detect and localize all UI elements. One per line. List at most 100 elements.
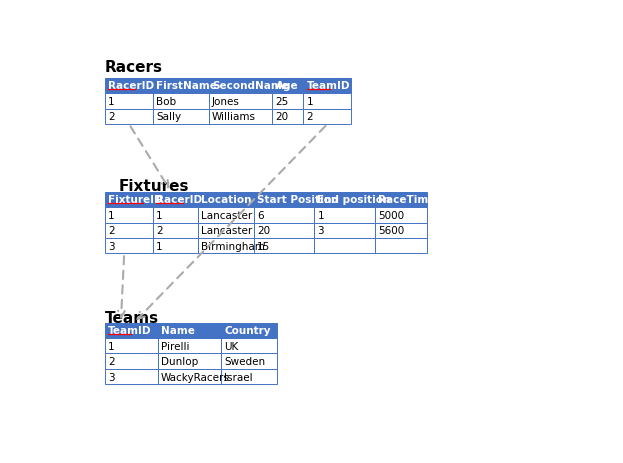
Bar [153, 238, 198, 254]
Bar [209, 79, 272, 94]
Text: 1: 1 [317, 210, 324, 220]
Bar [374, 238, 427, 254]
Text: 3: 3 [317, 226, 324, 236]
Bar [254, 208, 314, 223]
Text: 2: 2 [156, 226, 163, 236]
Bar [221, 323, 277, 338]
Bar [221, 369, 277, 384]
Text: Age: Age [275, 81, 298, 91]
Bar [153, 94, 209, 109]
Bar [198, 208, 254, 223]
Text: 1: 1 [108, 97, 115, 106]
Bar [105, 192, 153, 208]
Bar [105, 323, 158, 338]
Text: UK: UK [224, 341, 239, 351]
Bar [153, 208, 198, 223]
Text: Fixtures: Fixtures [119, 179, 189, 194]
Bar [209, 94, 272, 109]
Text: Birmingham: Birmingham [201, 241, 265, 251]
Text: 1: 1 [108, 210, 115, 220]
Text: 20: 20 [275, 112, 288, 122]
Bar [272, 109, 303, 125]
Text: TeamID: TeamID [307, 81, 350, 91]
Bar [105, 208, 153, 223]
Bar [198, 238, 254, 254]
Bar [254, 238, 314, 254]
Text: TeamID: TeamID [108, 325, 151, 336]
Text: 1: 1 [108, 341, 115, 351]
Text: WackyRacers: WackyRacers [161, 372, 230, 382]
Text: 1: 1 [156, 241, 163, 251]
Text: End position: End position [317, 195, 391, 205]
Bar [221, 354, 277, 369]
Bar [105, 354, 158, 369]
Bar [153, 223, 198, 238]
Text: 5600: 5600 [378, 226, 404, 236]
Bar [105, 79, 153, 94]
Bar [374, 208, 427, 223]
Bar [153, 192, 198, 208]
Text: Lancaster: Lancaster [201, 226, 252, 236]
Bar [105, 338, 158, 354]
Bar [158, 354, 221, 369]
Bar [303, 94, 351, 109]
Bar [158, 338, 221, 354]
Text: 1: 1 [307, 97, 313, 106]
Bar [303, 79, 351, 94]
Bar [158, 323, 221, 338]
Bar [153, 109, 209, 125]
Text: Sally: Sally [156, 112, 181, 122]
Bar [221, 338, 277, 354]
Text: Williams: Williams [212, 112, 256, 122]
Bar [272, 79, 303, 94]
Bar [303, 109, 351, 125]
Bar [198, 192, 254, 208]
Text: 2: 2 [108, 357, 115, 366]
Bar [198, 223, 254, 238]
Bar [374, 192, 427, 208]
Text: Dunlop: Dunlop [161, 357, 198, 366]
Text: Jones: Jones [212, 97, 240, 106]
Bar [254, 192, 314, 208]
Bar [153, 79, 209, 94]
Bar [105, 94, 153, 109]
Text: Bob: Bob [156, 97, 176, 106]
Text: 25: 25 [275, 97, 288, 106]
Text: Israel: Israel [224, 372, 253, 382]
Text: FixtureID: FixtureID [108, 195, 163, 205]
Text: 3: 3 [108, 241, 115, 251]
Text: RacerID: RacerID [156, 195, 202, 205]
Text: 2: 2 [307, 112, 313, 122]
Text: Pirelli: Pirelli [161, 341, 189, 351]
Text: Country: Country [224, 325, 271, 336]
Bar [209, 109, 272, 125]
Bar [314, 192, 374, 208]
Text: RaceTime: RaceTime [378, 195, 435, 205]
Text: 2: 2 [108, 112, 115, 122]
Bar [105, 369, 158, 384]
Bar [105, 223, 153, 238]
Bar [254, 223, 314, 238]
Text: FirstName: FirstName [156, 81, 217, 91]
Bar [105, 238, 153, 254]
Text: 20: 20 [257, 226, 270, 236]
Text: RacerID: RacerID [108, 81, 155, 91]
Text: Start Position: Start Position [257, 195, 338, 205]
Text: Sweden: Sweden [224, 357, 265, 366]
Text: Racers: Racers [105, 59, 163, 75]
Text: Teams: Teams [105, 311, 159, 325]
Bar [314, 208, 374, 223]
Text: SecondName: SecondName [212, 81, 289, 91]
Text: 3: 3 [108, 372, 115, 382]
Bar [272, 94, 303, 109]
Bar [158, 369, 221, 384]
Bar [374, 223, 427, 238]
Bar [105, 109, 153, 125]
Text: 6: 6 [257, 210, 264, 220]
Text: Name: Name [161, 325, 194, 336]
Text: Lancaster: Lancaster [201, 210, 252, 220]
Bar [314, 223, 374, 238]
Text: 5000: 5000 [378, 210, 404, 220]
Text: 1: 1 [156, 210, 163, 220]
Text: Location: Location [201, 195, 252, 205]
